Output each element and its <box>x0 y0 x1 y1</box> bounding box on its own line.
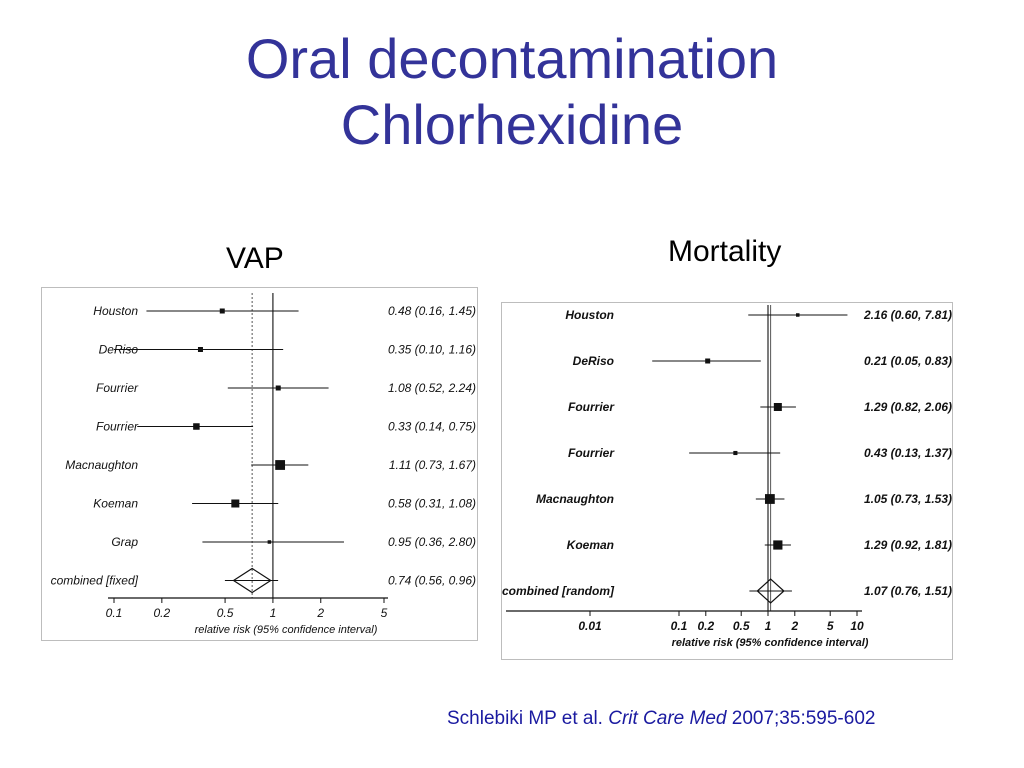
mortality-study-label: DeRiso <box>573 354 614 368</box>
vap-forest-svg: Houston 0.48 (0.16, 1.45)DeRiso 0.35 (0.10… <box>51 293 476 636</box>
mortality-x-tick-label: 0.01 <box>578 619 602 633</box>
citation-reference: 2007;35:595-602 <box>731 708 876 729</box>
mortality-estimate-marker <box>764 494 775 504</box>
vap-x-tick-label: 0.5 <box>217 606 234 620</box>
mortality-study-label: Macnaughton <box>536 492 614 506</box>
vap-ci-value: 1.08 (0.52, 2.24) <box>388 381 476 395</box>
vap-estimate-marker <box>275 460 286 470</box>
vap-forest-plot: Houston 0.48 (0.16, 1.45) DeRiso 0.35 (0.10… <box>41 287 478 641</box>
mortality-combined-ci-value: 1.07 (0.76, 1.51) <box>864 584 952 598</box>
vap-combined-diamond <box>232 567 272 594</box>
mortality-panel-label: Mortality <box>668 235 782 268</box>
vap-ci-value: 0.35 (0.10, 1.16) <box>388 343 476 357</box>
mortality-estimate-marker <box>773 403 782 411</box>
mortality-estimate-marker <box>705 358 711 364</box>
mortality-x-tick-label: 0.5 <box>733 619 750 633</box>
vap-combined-label: combined [fixed] <box>51 574 139 588</box>
mortality-ci-value: 0.21 (0.05, 0.83) <box>864 354 952 368</box>
mortality-ci-value: 0.43 (0.13, 1.37) <box>864 446 952 460</box>
mortality-study-label: Fourrier <box>568 446 615 460</box>
mortality-ci-value: 1.29 (0.92, 1.81) <box>864 538 952 552</box>
mortality-estimate-marker <box>796 313 800 317</box>
mortality-study-label: Koeman <box>567 538 614 552</box>
citation-journal: Crit Care Med <box>608 708 727 729</box>
vap-study-label: Koeman <box>93 497 138 511</box>
vap-study-label: Grap <box>111 535 138 549</box>
vap-x-tick-label: 5 <box>381 606 388 620</box>
vap-panel-label: VAP <box>226 242 284 275</box>
vap-x-tick-label: 0.2 <box>153 606 170 620</box>
mortality-estimate-marker <box>733 450 738 456</box>
mortality-estimate-marker <box>773 540 783 550</box>
mortality-x-tick-label: 5 <box>827 619 834 633</box>
citation: Schlebiki MP et al. Crit Care Med 2007;3… <box>447 708 875 730</box>
citation-authors: Schlebiki MP et al. <box>447 708 603 729</box>
slide-title: Oral decontamination Chlorhexidine <box>0 26 1024 158</box>
mortality-x-tick-label: 1 <box>765 619 772 633</box>
mortality-study-label: Fourrier <box>568 400 615 414</box>
vap-estimate-marker <box>197 347 203 352</box>
mortality-x-tick-label: 10 <box>850 619 864 633</box>
vap-study-label: Fourrier <box>96 420 139 434</box>
title-line-1: Oral decontamination <box>245 27 779 90</box>
vap-ci-value: 0.95 (0.36, 2.80) <box>388 535 476 549</box>
vap-estimate-marker <box>219 308 225 314</box>
vap-x-tick-label: 2 <box>316 606 324 620</box>
vap-estimate-marker <box>193 423 200 430</box>
mortality-ci-value: 2.16 (0.60, 7.81) <box>863 308 952 322</box>
vap-study-label: Fourrier <box>96 381 139 395</box>
vap-estimate-marker <box>267 540 272 544</box>
vap-combined-ci-value: 0.74 (0.56, 0.96) <box>388 574 476 588</box>
mortality-study-label: Houston <box>565 308 614 322</box>
mortality-x-axis-title: relative risk (95% confidence interval) <box>672 637 869 649</box>
vap-x-tick-label: 1 <box>270 606 277 620</box>
mortality-x-tick-label: 0.1 <box>671 619 688 633</box>
mortality-forest-svg: Houston 2.16 (0.60, 7.81) DeRiso 0.21 (0.05… <box>502 305 952 649</box>
vap-x-tick-label: 0.1 <box>106 606 123 620</box>
vap-ci-value: 1.11 (0.73, 1.67) <box>389 458 476 472</box>
mortality-combined-diamond <box>756 578 785 604</box>
mortality-combined-label: combined [random] <box>502 584 615 598</box>
mortality-ci-value: 1.05 (0.73, 1.53) <box>864 492 952 506</box>
vap-estimate-marker <box>231 499 240 508</box>
mortality-ci-value: 1.29 (0.82, 2.06) <box>864 400 952 414</box>
vap-ci-value: 0.48 (0.16, 1.45) <box>388 304 476 318</box>
title-line-2: Chlorhexidine <box>340 93 684 156</box>
vap-x-axis-title: relative risk (95% confidence interval) <box>195 624 378 636</box>
mortality-x-tick-label: 0.2 <box>697 619 714 633</box>
vap-ci-value: 0.33 (0.14, 0.75) <box>388 420 476 434</box>
mortality-x-tick-label: 2 <box>790 619 798 633</box>
vap-study-label: Houston <box>93 304 138 318</box>
vap-study-label: Macnaughton <box>65 458 138 472</box>
mortality-forest-plot: Houston 2.16 (0.60, 7.81) DeRiso 0.21 (0.05… <box>501 302 953 660</box>
vap-ci-value: 0.58 (0.31, 1.08) <box>388 497 476 511</box>
vap-estimate-marker <box>275 385 281 391</box>
